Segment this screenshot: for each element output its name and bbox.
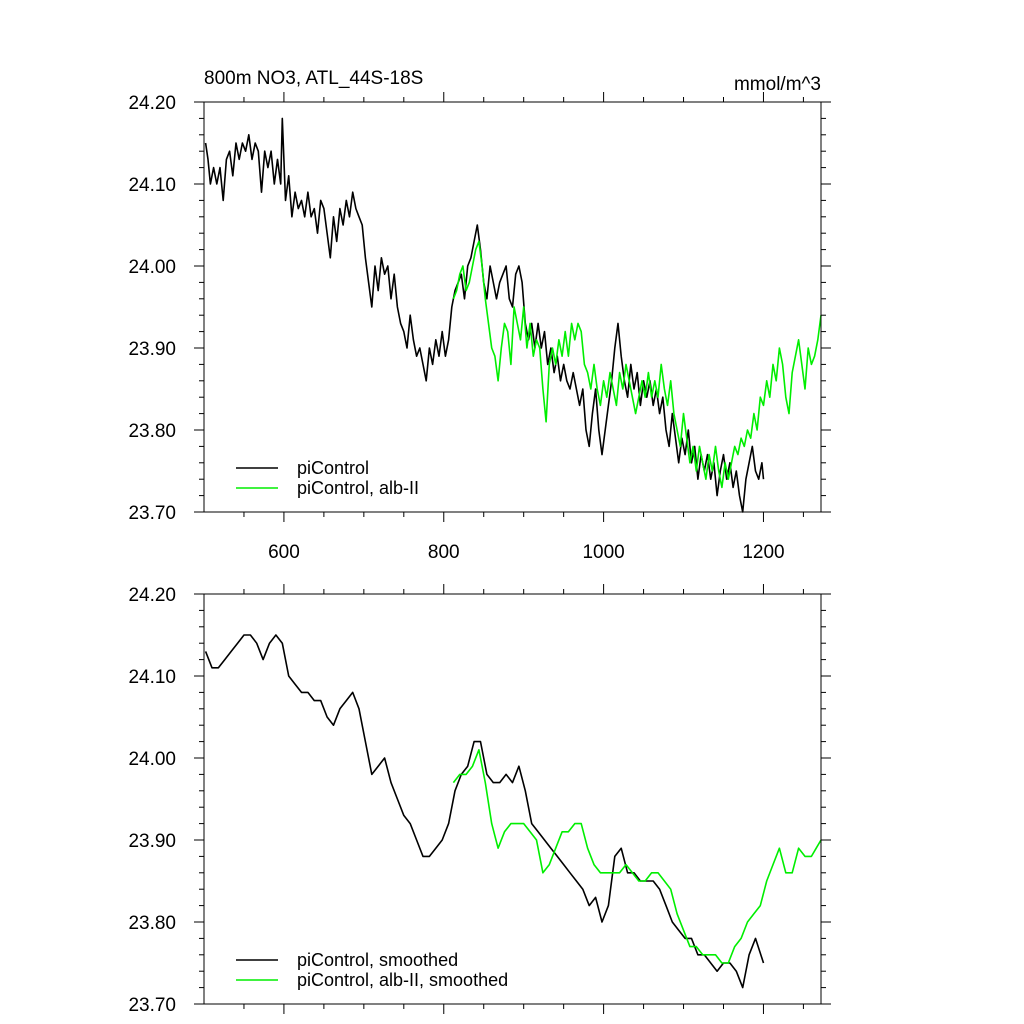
y-tick-label: 24.00 <box>128 257 176 278</box>
x-tick-label: 1200 <box>742 542 784 563</box>
x-tick-label: 1000 <box>582 542 624 563</box>
x-tick-label: 600 <box>268 542 300 563</box>
x-tick-label: 800 <box>428 542 460 563</box>
chart-units: mmol/m^3 <box>734 74 821 95</box>
y-tick-label: 24.20 <box>128 585 176 606</box>
legend-label-2: piControl, alb-II <box>297 478 419 498</box>
y-tick-label: 24.10 <box>128 667 176 688</box>
series-line-1-2 <box>452 240 822 489</box>
legend-label-1: piControl <box>297 458 369 478</box>
chart-panel-1: 600 800 1000 1200 24.20 24.10 24.00 23.90 23.80 2… <box>128 68 831 563</box>
y-tick-label: 23.90 <box>128 831 176 852</box>
series-line-1-1 <box>204 117 765 513</box>
plot-frame <box>203 593 822 1005</box>
y-tick-label: 24.00 <box>128 749 176 770</box>
y-tick-label: 24.20 <box>128 93 176 114</box>
y-tick-label: 23.90 <box>128 339 176 360</box>
chart-title: 800m NO3, ATL_44S-18S <box>204 68 423 89</box>
plot-frame <box>203 101 822 513</box>
y-tick-label: 23.70 <box>128 503 176 524</box>
y-tick-label: 23.80 <box>128 421 176 442</box>
series-line-2-2 <box>452 749 822 964</box>
y-tick-label: 23.70 <box>128 995 176 1016</box>
legend-label-2: piControl, alb-II, smoothed <box>297 970 508 990</box>
chart-panel-2: 24.20 24.10 24.00 23.90 23.80 23.70 piControl,… <box>128 584 831 1016</box>
y-tick-label: 23.80 <box>128 913 176 934</box>
y-tick-label: 24.10 <box>128 175 176 196</box>
legend-label-1: piControl, smoothed <box>297 950 458 970</box>
series-line-2-1 <box>204 634 765 989</box>
